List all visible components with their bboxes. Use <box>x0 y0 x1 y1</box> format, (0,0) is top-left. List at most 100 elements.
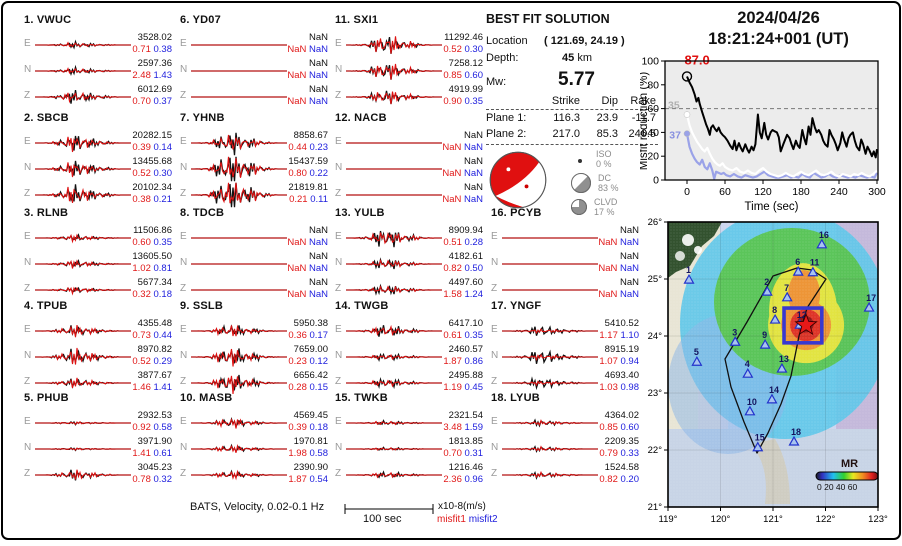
component-label: Z <box>180 468 187 479</box>
location-value: ( 121.69, 24.19 ) <box>544 35 625 47</box>
trace-values: NaN NaN NaN <box>442 130 483 154</box>
trace-values: 7659.00 0.23 0.12 <box>288 344 328 368</box>
component-label: N <box>491 257 499 268</box>
waveform-twkb-z <box>346 470 442 479</box>
station-panel-rlnb: 3. RLNB E 11506.86 0.60 0.35 N 13605.50 <box>24 207 174 303</box>
component-label: Z <box>24 90 31 101</box>
component-label: E <box>335 136 342 147</box>
plane2-row: Plane 2: 217.0 85.3 246.5 <box>486 126 658 145</box>
waveform-tdcb-z <box>191 289 287 291</box>
component-label: E <box>24 324 31 335</box>
station-number-label: 11 <box>810 258 820 268</box>
waveform-pcyb-e <box>502 237 598 239</box>
x-tick-label: 300 <box>868 186 886 198</box>
trace-row-z: Z NaN NaN NaN <box>180 277 330 303</box>
trace-misfits: 0.52 0.30 <box>443 44 483 55</box>
station-number-label: 10 <box>747 397 757 407</box>
waveform-tpub-n <box>35 347 131 365</box>
trace-values: 20102.34 0.38 0.21 <box>132 182 172 206</box>
focal-mechanism-beachball-icon <box>489 151 547 209</box>
station-label: 8. TDCB <box>180 207 225 219</box>
station-panel-pcyb: 16. PCYB E NaN NaN NaN N NaN NaN NaN <box>491 207 641 303</box>
x-tick-label: 0 <box>684 186 690 198</box>
station-panel-tdcb: 8. TDCB E NaN NaN NaN N NaN NaN NaN <box>180 207 330 303</box>
trace-misfits: 0.79 0.33 <box>599 448 639 459</box>
trace-misfits: 0.39 0.14 <box>132 142 172 153</box>
component-label: E <box>491 324 498 335</box>
plane1-row: Plane 1: 116.3 23.9 -11.7 <box>486 112 656 124</box>
component-label: Z <box>180 376 187 387</box>
component-label: N <box>24 442 32 453</box>
depth-unit: km <box>577 52 592 64</box>
trace-amplitude: NaN <box>463 182 483 193</box>
trace-values: 5410.52 1.17 1.10 <box>599 318 639 342</box>
station-number-label: 9 <box>762 330 767 340</box>
component-label: E <box>335 38 342 49</box>
trace-misfits: 1.46 1.41 <box>132 382 172 393</box>
station-panel-yd07: 6. YD07 E NaN NaN NaN N NaN NaN NaN <box>180 14 330 110</box>
station-marker-14 <box>766 393 778 404</box>
trace-values: NaN NaN NaN <box>287 32 328 56</box>
waveform-twgb-e <box>346 324 442 337</box>
trace-amplitude: 7659.00 <box>293 344 328 355</box>
trace-values: 20282.15 0.39 0.14 <box>132 130 172 154</box>
waveform-rlnb-n <box>35 258 131 269</box>
trace-row-z: Z 5677.34 0.32 0.18 <box>24 277 174 303</box>
trace-values: 6012.69 0.70 0.37 <box>132 84 172 108</box>
trace-row-n: N 13605.50 1.02 0.81 <box>24 251 174 277</box>
component-label: E <box>491 231 498 242</box>
waveform-yd07-z <box>191 96 287 98</box>
trace-amplitude: 3528.02 <box>137 32 172 43</box>
station-panel-yhnb: 7. YHNB E 8858.67 0.44 0.23 N 15437.59 <box>180 112 330 208</box>
trace-misfits: 0.85 0.60 <box>443 70 483 81</box>
component-label: E <box>180 136 187 147</box>
map-lon-label: 120° <box>711 514 731 525</box>
station-panel-lyub: 18. LYUB E 4364.02 0.85 0.60 N 2209.35 <box>491 392 641 488</box>
trace-values: 1970.81 1.98 0.58 <box>288 436 328 460</box>
map-lat-label: 25° <box>648 274 663 285</box>
waveform-pcyb-n <box>502 263 598 265</box>
trace-amplitude: 20102.34 <box>132 182 172 193</box>
component-label: E <box>180 416 187 427</box>
trace-row-e: E 11292.46 0.52 0.30 <box>335 32 485 58</box>
event-title: 2024/04/26 18:21:24+001 (UT) <box>655 8 902 50</box>
trace-values: 2932.53 0.92 0.58 <box>132 410 172 434</box>
trace-row-e: E NaN NaN NaN <box>335 130 485 156</box>
waveform-sxi1-z <box>346 90 442 105</box>
trace-row-z: Z 21819.81 0.21 0.11 <box>180 182 330 208</box>
station-number-label: 15 <box>755 433 765 443</box>
trace-row-e: E NaN NaN NaN <box>180 32 330 58</box>
trace-misfits: 0.80 0.22 <box>288 168 328 179</box>
trace-amplitude: 4569.45 <box>293 410 328 421</box>
trace-misfits: 2.36 0.96 <box>443 474 483 485</box>
trace-values: 6417.10 0.61 0.35 <box>443 318 483 342</box>
trace-amplitude: 6656.42 <box>293 370 328 381</box>
component-label: E <box>180 38 187 49</box>
trace-misfits: 0.90 0.35 <box>443 96 483 107</box>
trace-misfits: 0.36 0.17 <box>288 330 328 341</box>
iso-icon <box>578 159 582 163</box>
trace-values: 3045.23 0.78 0.32 <box>132 462 172 486</box>
trace-row-n: N 3971.90 1.41 0.61 <box>24 436 174 462</box>
component-label: E <box>24 136 31 147</box>
waveform-vwuc-e <box>35 39 131 50</box>
trace-row-z: Z 1216.46 2.36 0.96 <box>335 462 485 488</box>
trace-misfits: NaN NaN <box>442 168 483 179</box>
waveform-tdcb-e <box>191 237 287 239</box>
map-lat-label: 26° <box>648 217 663 228</box>
component-label: Z <box>491 468 498 479</box>
waveform-yulb-z <box>346 283 442 296</box>
dc-beachball-icon <box>571 173 591 193</box>
trace-row-n: N 4182.61 0.82 0.50 <box>335 251 485 277</box>
trace-values: 2321.54 3.48 1.59 <box>443 410 483 434</box>
trace-values: 3877.67 1.46 1.41 <box>132 370 172 394</box>
trace-misfits: 1.07 0.94 <box>599 356 639 367</box>
clvd-beachball-icon <box>571 199 587 215</box>
trace-row-e: E 4364.02 0.85 0.60 <box>491 410 641 436</box>
trace-amplitude: 8915.19 <box>604 344 639 355</box>
footer-source: BATS, Velocity, 0.02-0.1 Hz <box>190 501 325 513</box>
chart-annotation: 87.0 <box>684 53 709 68</box>
component-label: E <box>491 416 498 427</box>
station-panel-yulb: 13. YULB E 8909.94 0.51 0.28 N 4182.61 <box>335 207 485 303</box>
station-marker-9 <box>759 338 771 349</box>
